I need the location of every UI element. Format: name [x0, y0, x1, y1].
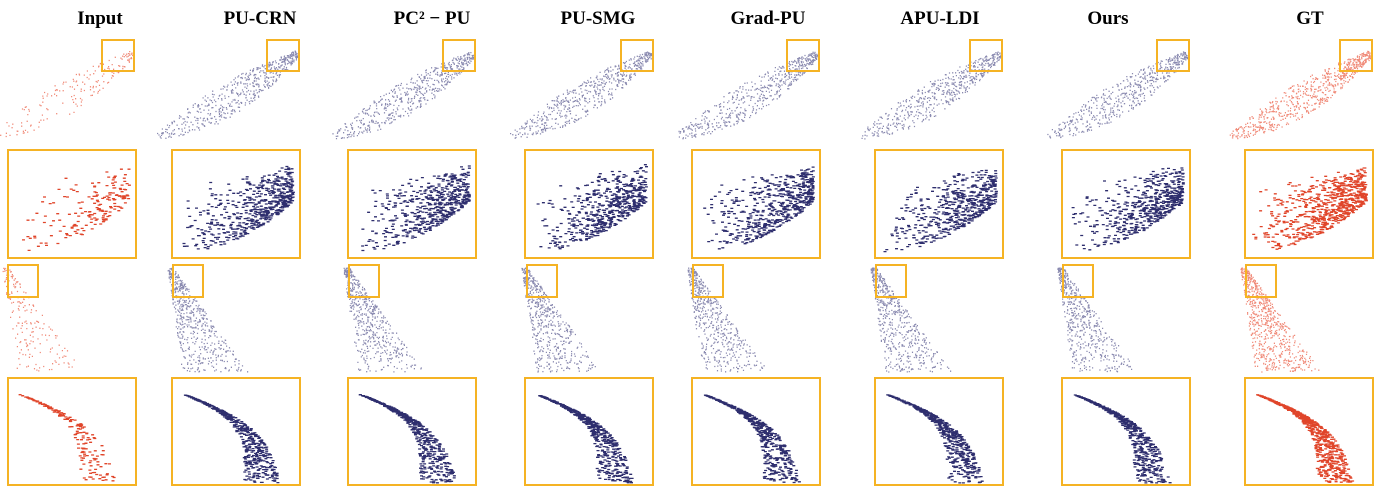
point-cloud: [521, 268, 596, 372]
point-cloud: [183, 167, 295, 249]
column-header: Grad-PU: [731, 8, 806, 29]
point-cloud: [537, 165, 648, 249]
column-header: Input: [77, 8, 123, 29]
zoom-box: [348, 150, 476, 258]
point-cloud: [1047, 52, 1188, 138]
point-cloud: [1256, 395, 1354, 483]
point-cloud: [184, 395, 280, 482]
point-cloud: [168, 268, 249, 372]
point-cloud: [157, 51, 299, 138]
zoom-indicator: [443, 40, 475, 71]
page: Input PU-CRN PC² − PU PU-SMG Grad-PU APU-LDI O…: [0, 0, 1390, 494]
zoom-box: [875, 150, 1003, 258]
zoom-indicator: [1063, 265, 1093, 297]
column-header: APU-LDI: [900, 8, 979, 29]
figure: Input PU-CRN PC² − PU PU-SMG Grad-PU APU-LDI O…: [0, 0, 1390, 494]
point-cloud: [332, 53, 475, 139]
point-cloud: [704, 395, 801, 482]
point-cloud: [344, 268, 422, 372]
point-cloud: [886, 395, 984, 483]
point-cloud: [703, 167, 815, 249]
zoom-indicator: [349, 265, 379, 297]
zoom-box: [525, 378, 653, 485]
zoom-box: [348, 378, 476, 485]
point-cloud: [862, 52, 1003, 139]
zoom-box: [1062, 378, 1190, 485]
point-cloud: [1252, 168, 1368, 249]
column-header: PU-SMG: [561, 8, 636, 29]
zoom-box: [1245, 150, 1373, 258]
zoom-box: [692, 378, 820, 485]
point-cloud: [359, 395, 456, 483]
point-cloud: [884, 170, 998, 251]
point-cloud: [679, 52, 820, 138]
zoom-indicator: [173, 265, 203, 297]
zoom-box: [1245, 378, 1373, 485]
point-cloud: [0, 52, 134, 138]
point-cloud: [1230, 51, 1372, 138]
zoom-box: [8, 378, 136, 485]
zoom-indicator: [8, 265, 38, 297]
column-header: PC² − PU: [394, 8, 471, 29]
column-header: GT: [1296, 8, 1324, 29]
point-cloud: [510, 52, 653, 138]
point-cloud: [361, 166, 471, 251]
column-header: PU-CRN: [224, 8, 297, 29]
point-cloud: [1241, 268, 1320, 372]
point-cloud: [538, 396, 633, 483]
point-cloud: [19, 395, 116, 481]
point-cloud: [1057, 268, 1132, 372]
point-cloud: [22, 169, 131, 250]
point-cloud: [688, 268, 765, 372]
point-cloud: [1074, 395, 1172, 483]
zoom-box: [875, 378, 1003, 485]
column-header: Ours: [1087, 8, 1128, 29]
point-cloud: [871, 268, 952, 372]
point-cloud: [1072, 168, 1185, 250]
zoom-box: [8, 150, 136, 258]
zoom-box: [172, 150, 300, 258]
